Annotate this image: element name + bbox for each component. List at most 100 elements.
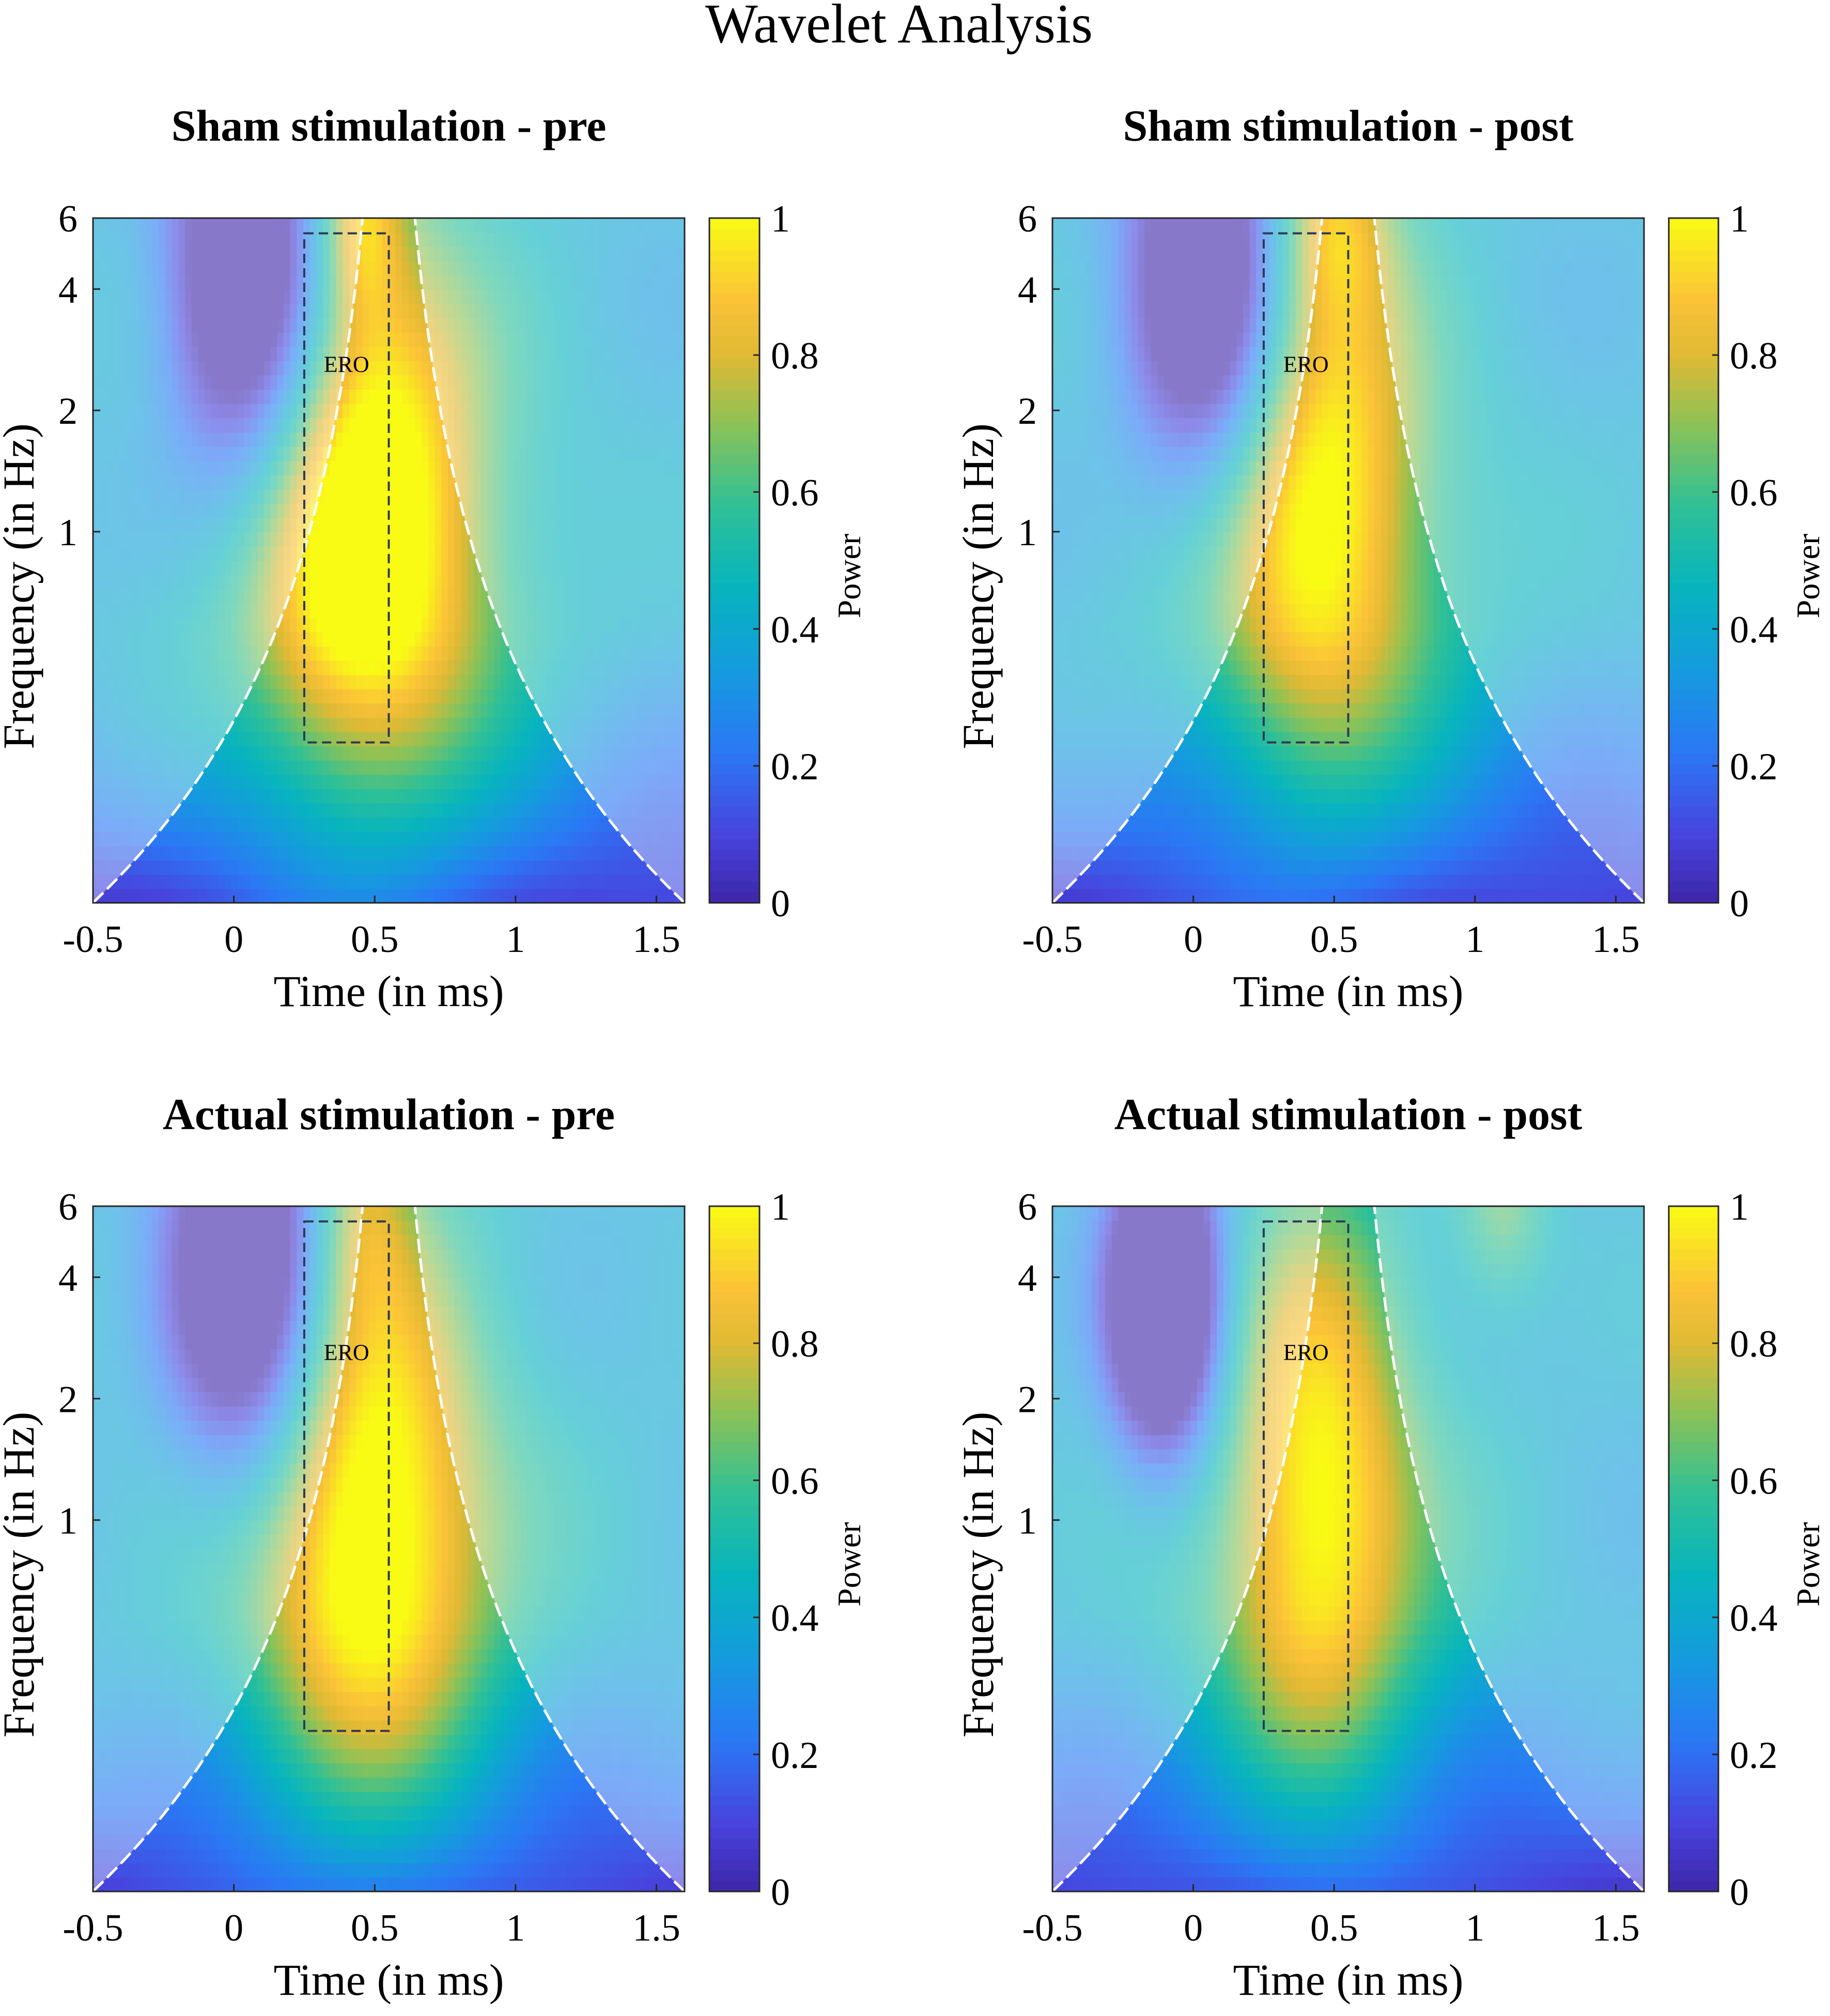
heatmap-cell: [526, 789, 534, 804]
heatmap-cell: [237, 888, 245, 903]
colorbar-segment: [709, 624, 759, 636]
heatmap-cell: [257, 789, 265, 804]
heatmap-cell: [316, 760, 324, 775]
heatmap-cell: [376, 289, 383, 304]
heatmap-cell: [1493, 817, 1500, 832]
heatmap-cell: [237, 646, 245, 661]
heatmap-cell: [514, 789, 521, 804]
heatmap-cell: [349, 603, 356, 618]
heatmap-cell: [395, 232, 402, 247]
heatmap-cell: [606, 617, 613, 633]
heatmap-cell: [428, 460, 436, 475]
heatmap-cell: [1578, 845, 1586, 860]
heatmap-cell: [297, 603, 304, 618]
heatmap-cell: [139, 860, 146, 875]
heatmap-cell: [1171, 860, 1178, 875]
heatmap-cell: [401, 303, 409, 318]
heatmap-cell: [145, 845, 153, 860]
heatmap-cell: [553, 674, 561, 689]
heatmap-cell: [126, 774, 133, 789]
heatmap-cell: [678, 746, 685, 761]
heatmap-cell: [106, 603, 113, 618]
heatmap-cell: [658, 731, 665, 747]
heatmap-cell: [93, 789, 100, 804]
heatmap-cell: [336, 532, 344, 547]
heatmap-cell: [355, 803, 363, 818]
heatmap-cell: [251, 789, 258, 804]
x-tick-label: 0.5: [351, 918, 399, 961]
heatmap-cell: [113, 731, 120, 747]
colorbar-segment: [709, 442, 759, 454]
heatmap-cell: [132, 660, 139, 675]
heatmap-cell: [599, 674, 607, 689]
heatmap-cell: [355, 789, 363, 804]
heatmap-cell: [448, 860, 455, 875]
heatmap-cell: [428, 589, 436, 604]
heatmap-cell: [612, 646, 619, 661]
heatmap-cell: [1223, 817, 1231, 832]
heatmap-cell: [349, 774, 356, 789]
heatmap-cell: [336, 632, 344, 647]
heatmap-cell: [362, 303, 370, 318]
heatmap-cell: [336, 517, 344, 533]
heatmap-cell: [343, 489, 350, 504]
heatmap-cell: [113, 803, 120, 818]
heatmap-cell: [560, 860, 567, 875]
heatmap-cell: [145, 575, 153, 590]
heatmap-cell: [191, 660, 199, 675]
heatmap-cell: [1532, 888, 1540, 903]
heatmap-cell: [612, 760, 619, 775]
heatmap-cell: [560, 703, 567, 718]
heatmap-cell: [1289, 845, 1296, 860]
heatmap-cell: [362, 617, 370, 633]
heatmap-cell: [606, 603, 613, 618]
heatmap-cell: [283, 717, 291, 732]
heatmap-cell: [231, 832, 238, 847]
heatmap-cell: [172, 760, 179, 775]
heatmap-cell: [408, 688, 416, 704]
heatmap-cell: [355, 746, 363, 761]
heatmap-cell: [389, 517, 396, 533]
heatmap-cell: [1420, 845, 1428, 860]
heatmap-cell: [415, 503, 422, 518]
colorbar-segment: [709, 656, 759, 668]
heatmap-cell: [422, 346, 429, 361]
heatmap-cell: [263, 603, 271, 618]
heatmap-cell: [330, 489, 337, 504]
heatmap-cell: [376, 247, 383, 261]
heatmap-cell: [355, 874, 363, 889]
heatmap-cell: [1210, 817, 1217, 832]
heatmap-cell: [283, 660, 291, 675]
heatmap-cell: [487, 688, 494, 704]
colorbar-segment: [709, 496, 759, 507]
heatmap-cell: [191, 632, 199, 647]
colorbar-tick-label: 0: [771, 883, 790, 925]
heatmap-cell: [401, 731, 409, 747]
heatmap-cell: [343, 760, 350, 775]
heatmap-cell: [441, 703, 448, 718]
heatmap-cell: [1118, 874, 1125, 889]
heatmap-cell: [178, 575, 185, 590]
heatmap-cell: [309, 589, 317, 604]
heatmap-cell: [408, 575, 416, 590]
heatmap-cell: [231, 660, 238, 675]
heatmap-cell: [362, 489, 370, 504]
heatmap-cell: [415, 817, 422, 832]
heatmap-cell: [448, 688, 455, 704]
colorbar-segment: [709, 271, 759, 283]
heatmap-cell: [198, 803, 206, 818]
heatmap-cell: [178, 746, 185, 761]
heatmap-cell: [330, 474, 337, 490]
heatmap-cell: [415, 375, 422, 390]
heatmap-cell: [401, 674, 409, 689]
heatmap-cell: [369, 874, 376, 889]
heatmap-cell: [395, 632, 402, 647]
heatmap-cell: [244, 717, 252, 732]
heatmap-cell: [349, 460, 356, 475]
heatmap-cell: [330, 845, 337, 860]
heatmap-cell: [500, 617, 508, 633]
heatmap-cell: [480, 760, 488, 775]
heatmap-cell: [560, 832, 567, 847]
heatmap-cell: [297, 731, 304, 747]
heatmap-cell: [152, 731, 159, 747]
